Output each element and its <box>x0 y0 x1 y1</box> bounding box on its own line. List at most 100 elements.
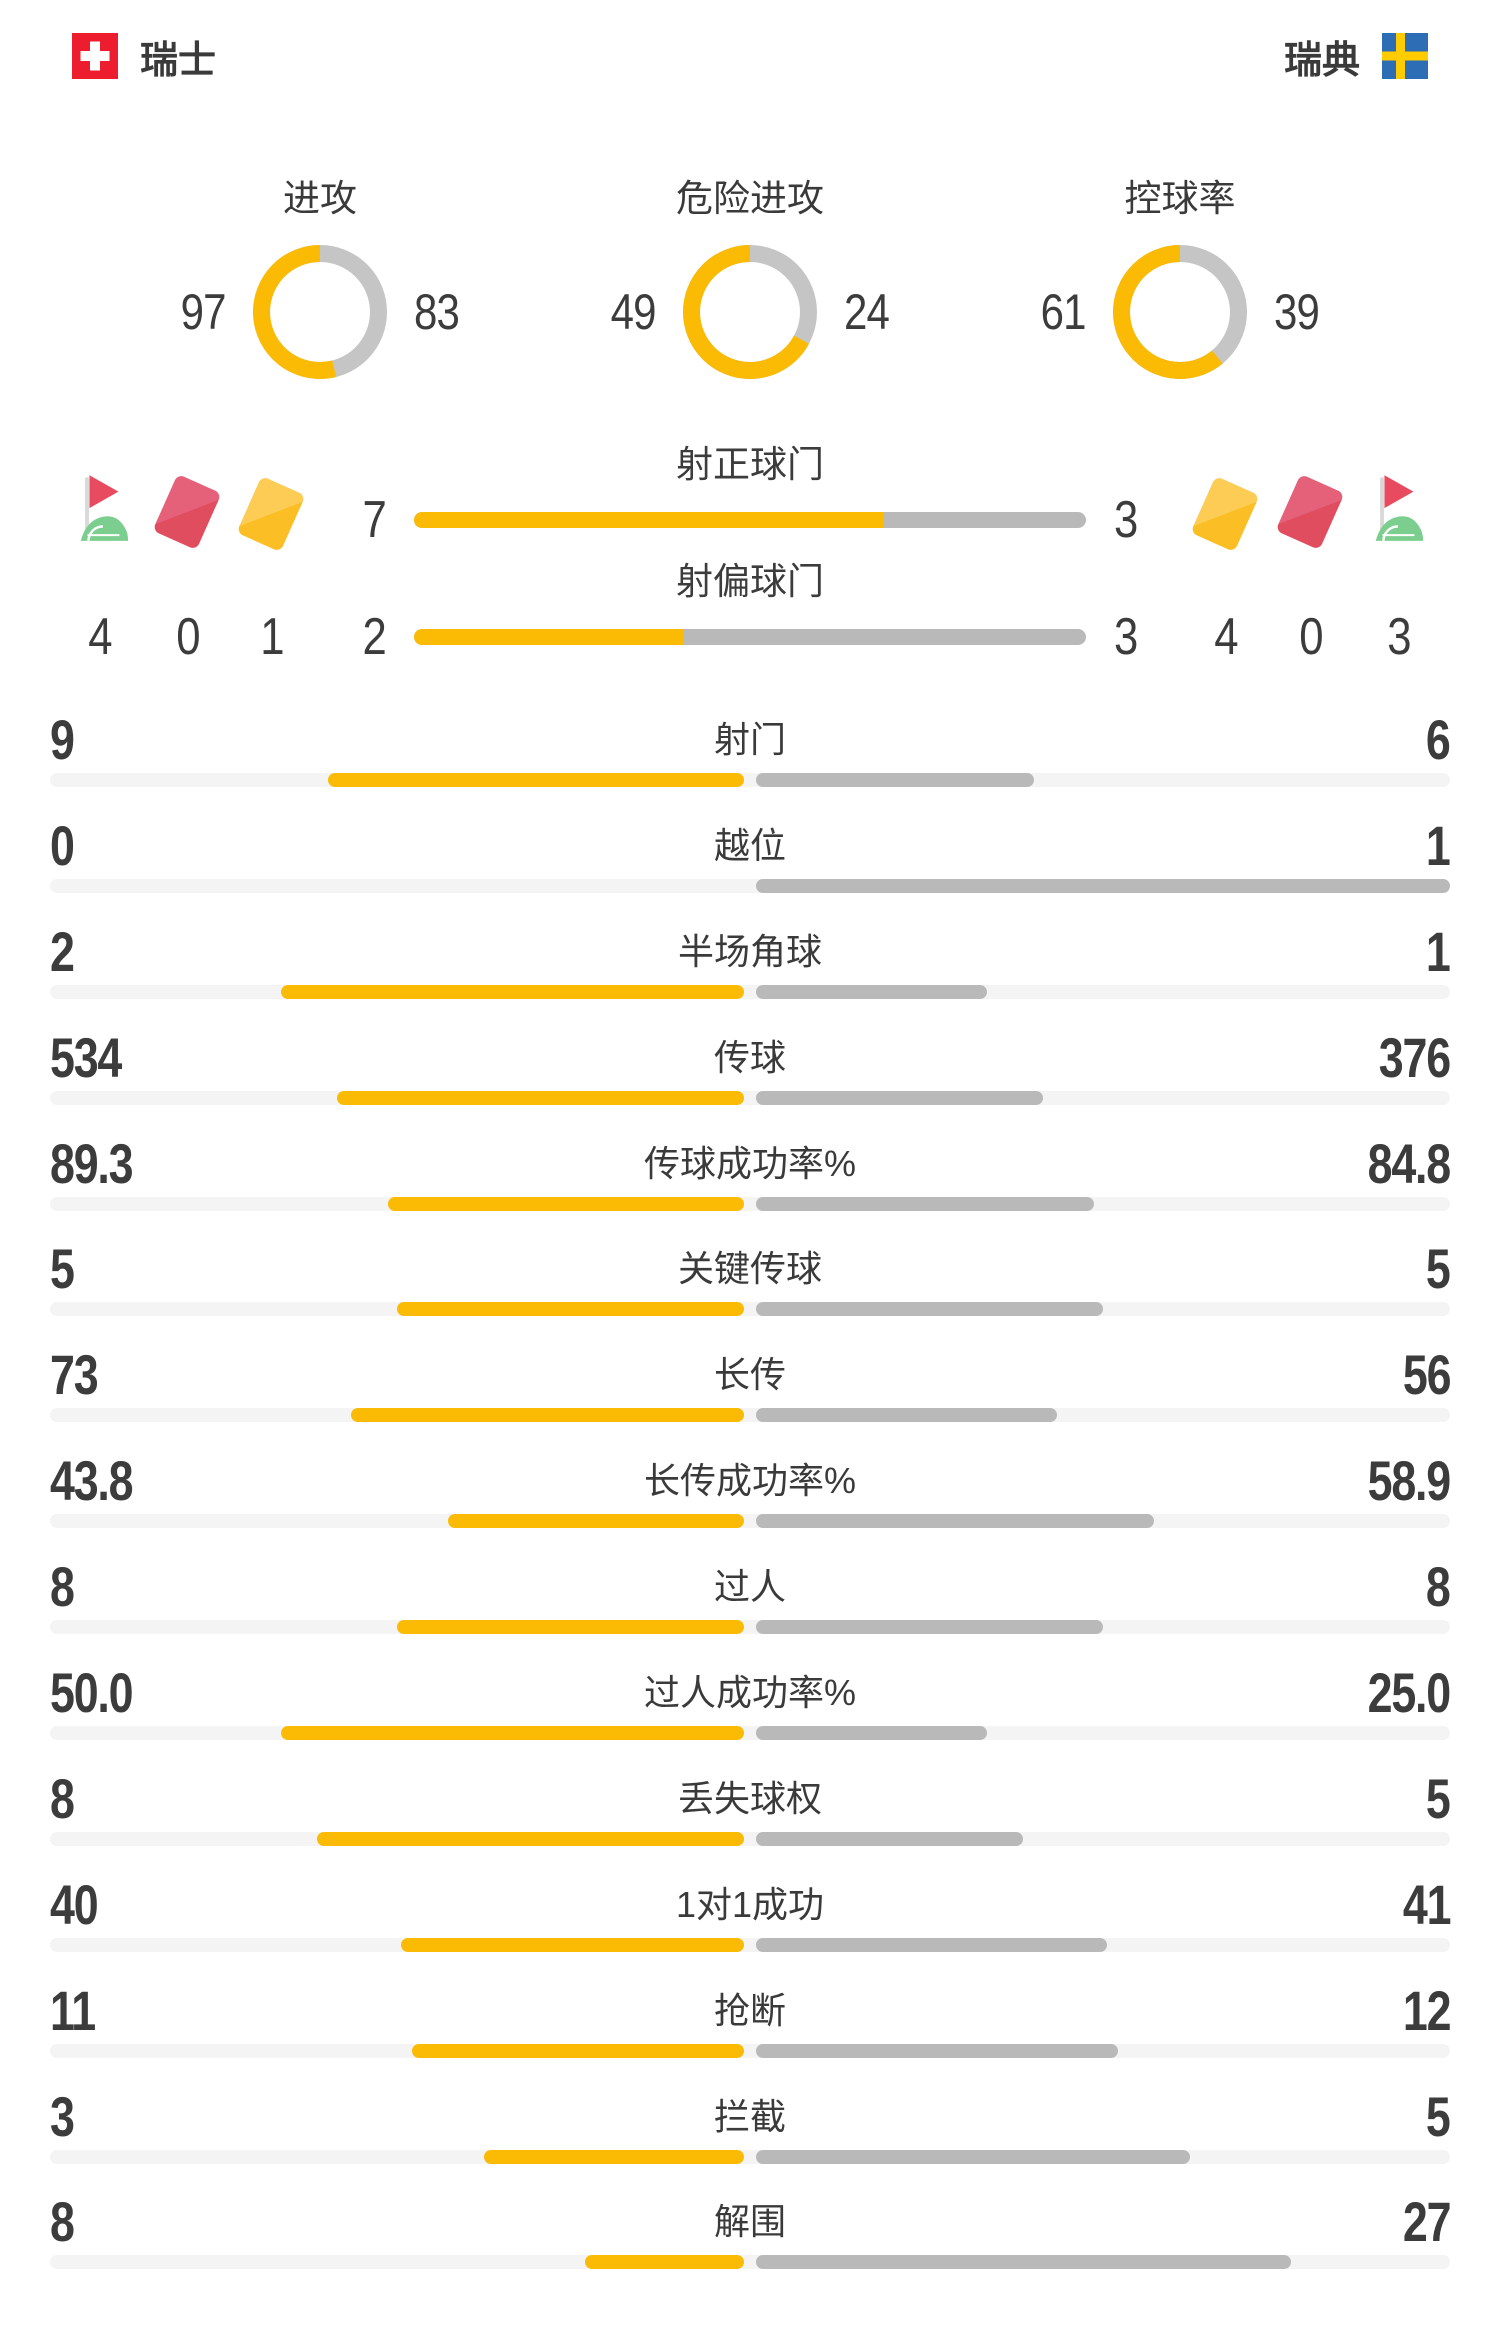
stat-bar-home-segment <box>316 1831 744 1846</box>
stat-bar-track <box>50 1726 1450 1741</box>
stat-bar-home-segment <box>448 1514 744 1529</box>
stat-label: 解围 <box>713 2201 786 2243</box>
stat-away-value: 8 <box>1426 1555 1451 1619</box>
stat-label: 1对1成功 <box>675 1883 825 1925</box>
donut-attacks-away-value: 83 <box>414 284 460 340</box>
stat-label: 过人 <box>713 1566 786 1608</box>
stat-label: 抢断 <box>713 1989 786 2031</box>
donut-possession: 控球率 61 39 <box>1010 179 1350 379</box>
stat-row-1: 0 越位 1 <box>0 806 1500 912</box>
stat-bar-away-segment <box>756 1937 1108 1952</box>
stat-bar-track <box>50 1408 1450 1423</box>
away-corners-count: 3 <box>1387 608 1411 666</box>
stat-text: 2 半场角球 1 <box>50 919 1451 983</box>
stat-bar-track <box>50 1937 1450 1952</box>
donut-dangerous-attacks-away-value: 24 <box>844 284 890 340</box>
donut-possession-away-value: 39 <box>1274 284 1320 340</box>
stat-bar-home-segment <box>336 1090 744 1105</box>
stat-home-value: 3 <box>50 2084 75 2148</box>
stat-bar-track <box>50 773 1450 787</box>
stat-row-14: 8 解围 27 <box>0 2182 1500 2288</box>
stat-label: 传球成功率% <box>643 1142 856 1184</box>
stat-bar-home-segment <box>281 984 744 999</box>
stat-bar-track <box>50 2043 1450 2058</box>
sweden-flag-icon <box>1382 33 1428 79</box>
stat-bar-home-segment <box>397 1302 744 1317</box>
stat-text: 89.3 传球成功率% 84.8 <box>50 1131 1452 1195</box>
stat-bar-away-segment <box>756 1090 1043 1105</box>
shots-on-target-label: 射正球门 <box>676 444 824 485</box>
stat-row-0: 9 射门 6 <box>0 700 1500 806</box>
stat-text: 9 射门 6 <box>50 708 1451 771</box>
stat-label: 射门 <box>713 719 786 760</box>
stat-bar-track <box>50 1302 1450 1317</box>
stat-bar-home-segment <box>412 2043 744 2058</box>
stat-away-value: 5 <box>1426 1766 1451 1830</box>
stat-bar-away-segment <box>756 1831 1023 1846</box>
stat-bar-away-segment <box>756 1620 1103 1635</box>
stat-home-value: 5 <box>50 1237 75 1301</box>
donut-possession-home-value: 61 <box>1040 284 1087 340</box>
stat-away-value: 12 <box>1402 1978 1452 2042</box>
stat-bar-track <box>50 984 1450 999</box>
shots-off-target-bar <box>414 629 1086 645</box>
home-yellow-cards-count: 1 <box>260 608 284 666</box>
stat-bar-away-segment <box>756 2149 1190 2164</box>
stat-away-value: 6 <box>1426 708 1451 771</box>
stat-bar-track <box>50 1196 1450 1211</box>
stat-text: 8 解围 27 <box>50 2190 1452 2254</box>
shots-on-target-bar <box>414 512 1086 528</box>
shots-off-target-home-value: 2 <box>362 608 387 666</box>
stat-bar-away-segment <box>756 984 988 999</box>
donut-attacks-home-value: 97 <box>180 284 227 340</box>
stat-bar-home-segment <box>281 1726 744 1741</box>
home-team-name: 瑞士 <box>140 39 217 82</box>
stat-row-4: 89.3 传球成功率% 84.8 <box>0 1124 1500 1230</box>
stat-bar-track <box>50 2255 1450 2270</box>
shots-off-target-bar-row: 2 3 <box>316 608 1184 666</box>
donut-dangerous-attacks-label: 危险进攻 <box>676 178 824 219</box>
home-yellow-card-icon <box>236 475 306 553</box>
stat-text: 0 越位 1 <box>50 815 1451 876</box>
donut-attacks-label: 进攻 <box>283 178 357 219</box>
stat-bar-track <box>50 1831 1450 1846</box>
stat-home-value: 8 <box>50 1766 75 1830</box>
stat-row-6: 73 长传 56 <box>0 1335 1500 1441</box>
stat-row-9: 50.0 过人成功率% 25.0 <box>0 1653 1500 1759</box>
stat-away-value: 27 <box>1402 2190 1452 2254</box>
match-stats-page: 瑞士 瑞典 进攻 97 83 <box>0 0 1500 2288</box>
header: 瑞士 瑞典 <box>0 0 1500 82</box>
stat-text: 73 长传 56 <box>50 1343 1452 1407</box>
stat-away-value: 25.0 <box>1367 1661 1452 1725</box>
away-red-card-icon <box>1275 473 1345 551</box>
stat-bar-home-segment <box>585 2255 744 2270</box>
stat-away-value: 376 <box>1378 1025 1451 1089</box>
stat-text: 534 传球 376 <box>50 1025 1451 1089</box>
stat-home-value: 50.0 <box>50 1661 134 1725</box>
stat-bar-away-segment <box>756 1302 1103 1317</box>
stat-home-value: 8 <box>50 2190 75 2254</box>
stat-bar-home-segment <box>388 1196 744 1211</box>
stat-text: 3 拦截 5 <box>50 2084 1451 2148</box>
stat-away-value: 5 <box>1426 2084 1451 2148</box>
stat-away-value: 1 <box>1426 919 1451 983</box>
away-team-name: 瑞典 <box>1283 39 1360 82</box>
away-yellow-cards-count: 4 <box>1214 608 1238 666</box>
stat-row-13: 3 拦截 5 <box>0 2077 1500 2183</box>
stat-label: 传球 <box>713 1036 786 1078</box>
stat-away-value: 84.8 <box>1367 1131 1452 1195</box>
stat-label: 过人成功率% <box>643 1672 856 1714</box>
stat-text: 50.0 过人成功率% 25.0 <box>50 1661 1452 1725</box>
stat-text: 43.8 长传成功率% 58.9 <box>50 1451 1451 1511</box>
stat-row-2: 2 半场角球 1 <box>0 912 1500 1018</box>
stat-bar-track <box>50 1514 1450 1529</box>
donut-attacks-ring <box>253 245 387 379</box>
stat-label: 半场角球 <box>677 930 822 972</box>
donut-possession-ring <box>1113 245 1247 379</box>
stat-bar-away-segment <box>756 2255 1292 2270</box>
stat-away-value: 56 <box>1402 1343 1452 1407</box>
stat-home-value: 40 <box>50 1872 99 1936</box>
stat-bar-home-segment <box>327 773 744 787</box>
stat-label: 拦截 <box>713 2095 786 2137</box>
stat-text: 8 丢失球权 5 <box>50 1766 1451 1830</box>
